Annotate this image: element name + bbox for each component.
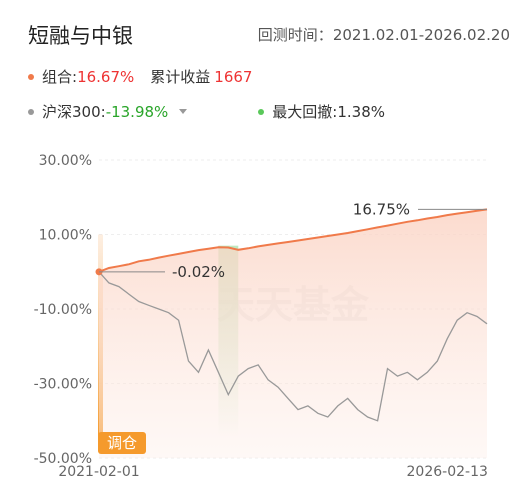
legend-label: 累计收益: [150, 68, 211, 86]
legend-value: 1667: [214, 67, 253, 86]
legend-dot: [28, 108, 34, 115]
legend-dot: [28, 73, 34, 80]
legend-label[interactable]: 沪深300:: [42, 103, 106, 121]
x-tick-label: 2021-02-01: [58, 464, 139, 480]
series-line: [98, 208, 488, 273]
fund-title: 短融与中银: [28, 24, 133, 48]
annotation: -0.02%: [172, 263, 225, 281]
y-tick-label: 10.00%: [39, 228, 92, 244]
backtest-range: 回测时间：2021.02.01-2026.02.20: [258, 24, 510, 45]
y-tick-label: 30.00%: [39, 153, 92, 169]
range-label: 回测时间：: [257, 26, 333, 44]
dropdown-arrow[interactable]: [178, 108, 188, 116]
legend-row: 组合: 16.67% 累计收益 1667: [28, 66, 252, 87]
annotation: 16.75%: [353, 200, 410, 218]
legend-value: 16.67%: [77, 67, 135, 86]
legend-label: 组合:: [42, 68, 78, 86]
area: [99, 209, 487, 458]
y-tick-label: -30.00%: [34, 377, 92, 393]
range-value: 2021.02.01-2026.02.20: [332, 26, 510, 44]
series-line: [98, 271, 488, 422]
legend-label: 最大回撤:: [272, 103, 338, 121]
tag: 调仓: [107, 434, 137, 452]
tag-bg: [98, 432, 146, 454]
x-tick-label: 2026-02-13: [407, 464, 488, 480]
y-tick-label: -50.00%: [34, 451, 92, 467]
legend-dot: [258, 108, 265, 115]
legend-row: 沪深300: -13.98% 最大回撤: 1.38%: [28, 101, 385, 122]
legend-value: 1.38%: [337, 102, 386, 121]
legend-value: -13.98%: [105, 102, 169, 121]
y-tick-label: -10.00%: [34, 302, 92, 318]
